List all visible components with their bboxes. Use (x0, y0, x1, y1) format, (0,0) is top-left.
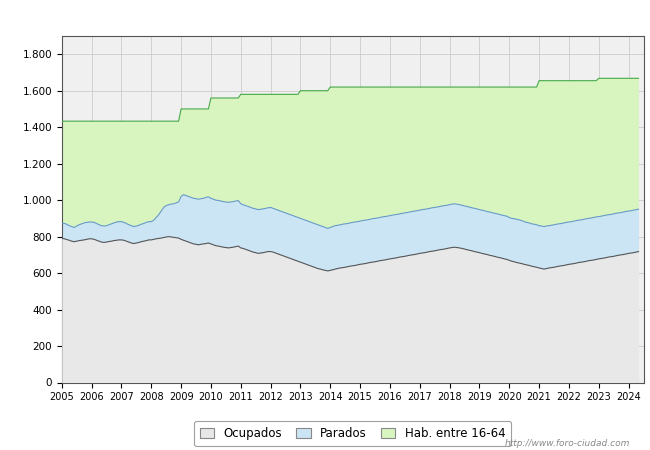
Text: http://www.foro-ciudad.com: http://www.foro-ciudad.com (505, 439, 630, 448)
Text: Carrión de los Céspedes - Evolucion de la poblacion en edad de Trabajar Mayo de : Carrión de los Céspedes - Evolucion de l… (77, 10, 573, 21)
Legend: Ocupados, Parados, Hab. entre 16-64: Ocupados, Parados, Hab. entre 16-64 (194, 421, 511, 446)
